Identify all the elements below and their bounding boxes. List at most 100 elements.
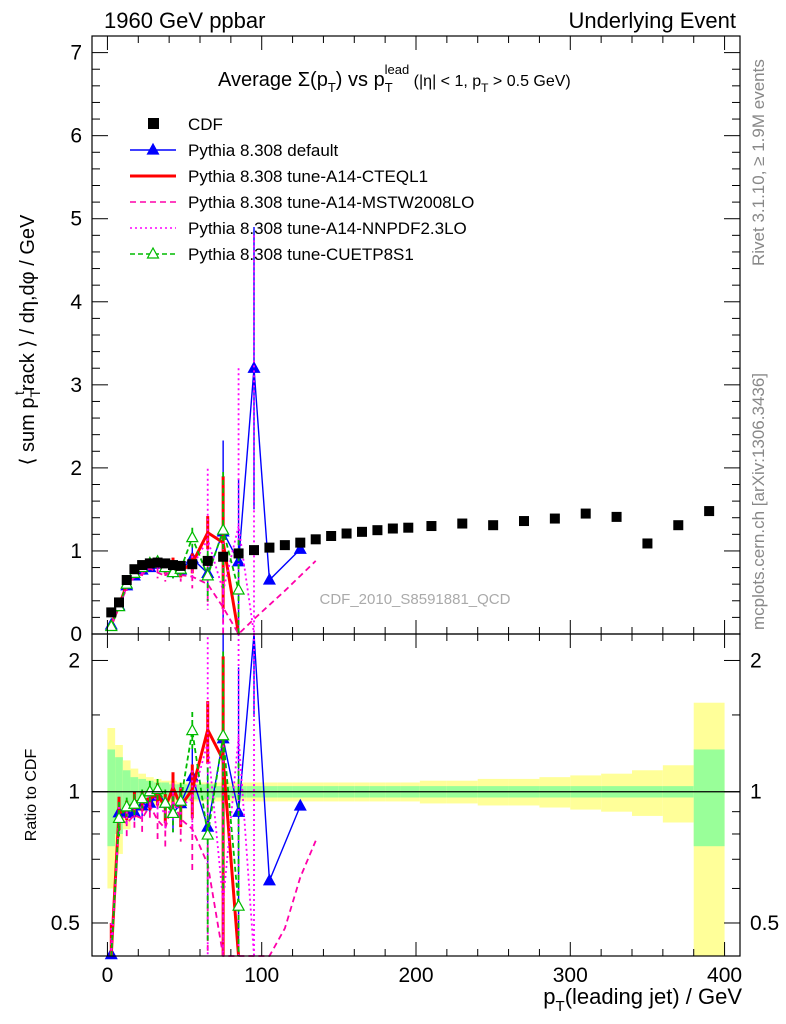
series-marker — [201, 568, 215, 581]
series-ratio-marker — [166, 806, 180, 819]
y-tick-label: 1 — [70, 540, 82, 563]
cdf-data-point — [218, 551, 229, 562]
legend-marker — [146, 246, 160, 259]
x-tick-label: 200 — [398, 964, 433, 987]
series-marker — [262, 572, 276, 585]
ratio-uncertainty-bands — [107, 702, 725, 956]
y-axis-label: ⟨ sum pTtrack ⟩ / dη,dφ / GeV — [11, 214, 43, 465]
cdf-data-point — [642, 538, 653, 549]
series-line-ratio — [110, 798, 317, 957]
cdf-data-point — [114, 597, 124, 608]
header-left: 1960 GeV ppbar — [104, 8, 265, 33]
cdf-data-point — [187, 559, 198, 570]
series-ratio-marker — [293, 798, 307, 811]
cdf-data-layer — [92, 506, 740, 793]
cdf-data-point — [310, 534, 321, 545]
band-stat — [115, 757, 123, 834]
axes-layer: 0 100 200 300 400 0 1 2 3 4 5 6 7 0.5 0.5 1 1 2 2 — [51, 35, 779, 987]
series-line-main — [110, 368, 301, 626]
cdf-data-point — [295, 537, 306, 548]
header-right: Underlying Event — [568, 8, 736, 33]
series-ratio-marker — [174, 793, 188, 806]
series-marker — [216, 522, 230, 535]
cdf-data-point — [129, 564, 140, 575]
series-marker — [293, 542, 307, 554]
cdf-data-point — [160, 558, 171, 569]
cdf-data-point — [426, 521, 437, 532]
cdf-data-point — [152, 557, 163, 568]
cdf-data-point — [279, 540, 290, 551]
cdf-data-point — [403, 522, 414, 533]
cdf-data-point — [137, 560, 148, 571]
legend-swatch — [148, 118, 159, 129]
y-tick-label: 0 — [70, 623, 82, 646]
cdf-data-point — [202, 555, 213, 566]
y-tick-label: 4 — [70, 291, 82, 314]
cdf-data-point — [233, 548, 244, 559]
series-ratio-marker — [201, 827, 215, 840]
cdf-data-point — [611, 511, 622, 522]
cdf-data-point — [549, 513, 560, 524]
cdf-data-point — [106, 607, 117, 618]
cdf-data-point — [387, 523, 398, 534]
cdf-data-point — [168, 560, 178, 571]
cdf-data-point — [704, 506, 715, 517]
cdf-data-point — [175, 560, 186, 571]
legend-label: Pythia 8.308 tune-A14-NNPDF2.3LO — [188, 219, 467, 238]
series-ratio-marker — [262, 873, 276, 886]
series-ratio-marker — [112, 811, 126, 824]
cdf-data-point — [341, 528, 352, 539]
y-tick-label: 2 — [70, 457, 82, 480]
mcplots-label: mcplots.cern.ch [arXiv:1306.3436] — [749, 373, 768, 630]
series-marker — [232, 582, 246, 595]
analysis-tag: CDF_2010_S8591881_QCD — [320, 591, 511, 608]
cdf-data-point — [519, 516, 529, 527]
legend-label: CDF — [188, 115, 223, 134]
ratio-tick-label: 1 — [68, 781, 80, 804]
cdf-data-point — [357, 526, 367, 537]
legend: CDF Pythia 8.308 default Pythia 8.308 tune… — [130, 115, 474, 264]
series-ratio-marker — [185, 723, 199, 736]
band-stat — [122, 770, 131, 816]
cdf-data-point — [121, 575, 132, 586]
x-tick-label: 300 — [553, 964, 588, 987]
cdf-data-point — [673, 520, 684, 531]
cdf-data-point — [249, 545, 259, 556]
cdf-data-point — [457, 518, 468, 529]
series-layer — [104, 227, 317, 960]
x-tick-label: 400 — [707, 964, 742, 987]
cdf-data-point — [580, 508, 591, 519]
x-tick-label: 100 — [244, 964, 279, 987]
x-axis-label: pT(leading jet) / GeV — [543, 984, 742, 1015]
ratio-tick-label-right: 2 — [750, 649, 762, 672]
x-tick-label: 0 — [102, 964, 114, 987]
cdf-data-point — [372, 525, 383, 536]
y-tick-label: 5 — [70, 208, 82, 231]
ratio-y-axis-label: Ratio to CDF — [23, 749, 40, 842]
series-ratio-marker — [158, 795, 172, 808]
band-stat — [693, 749, 725, 847]
cdf-data-point — [144, 558, 155, 569]
series-ratio-marker — [151, 782, 165, 795]
series-ratio-marker — [135, 791, 149, 804]
ratio-tick-label: 0.5 — [51, 912, 80, 935]
ratio-tick-label-right: 0.5 — [750, 912, 779, 935]
rivet-label: Rivet 3.1.10, ≥ 1.9M events — [749, 59, 768, 266]
cdf-data-point — [488, 520, 499, 531]
ratio-tick-label-right: 1 — [750, 781, 762, 804]
y-tick-label: 6 — [70, 125, 82, 148]
series-marker — [104, 619, 118, 632]
legend-label: Pythia 8.308 tune-A14-CTEQL1 — [188, 167, 428, 186]
legend-label: Pythia 8.308 tune-CUETP8S1 — [188, 245, 414, 264]
cdf-data-point — [326, 530, 337, 541]
legend-label: Pythia 8.308 tune-A14-MSTW2008LO — [188, 193, 474, 212]
series-ratio-marker — [216, 728, 230, 741]
cdf-data-point — [264, 542, 275, 553]
band-stat — [107, 749, 116, 847]
y-tick-label: 7 — [70, 42, 82, 65]
series-ratio-marker — [232, 898, 246, 911]
series-marker — [185, 530, 199, 543]
y-tick-label: 3 — [70, 374, 82, 397]
ratio-tick-label: 2 — [68, 649, 80, 672]
